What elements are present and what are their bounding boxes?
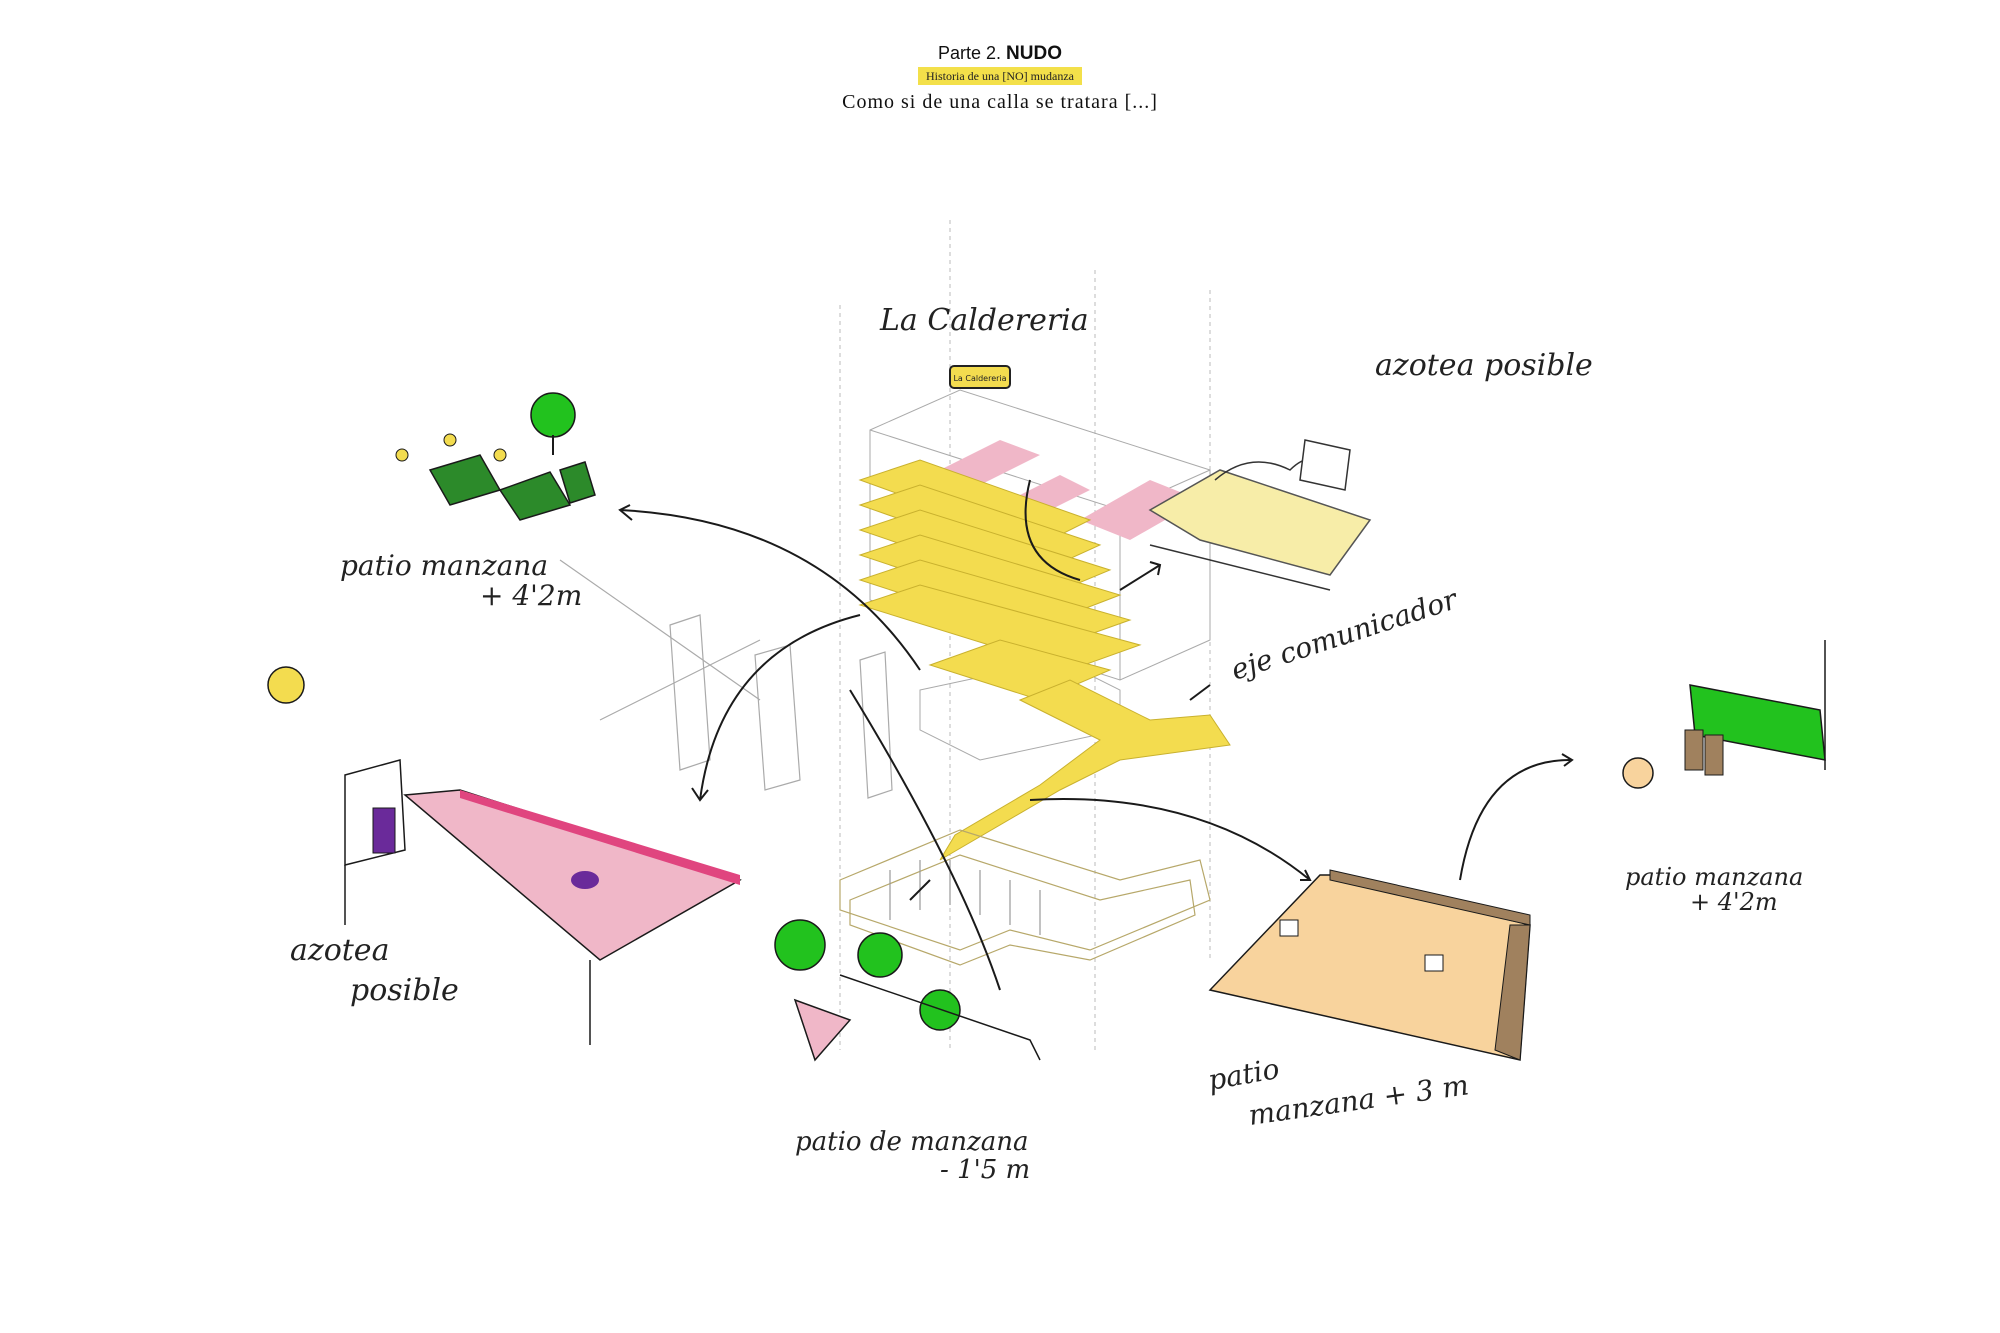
sign-text: La Caldereria [953,374,1006,383]
subtitle: Como si de una calla se tratara [...] [842,91,1158,113]
patio-bottom-illustration [774,919,1041,1062]
guide-lines [839,220,1211,1050]
yellow-floor-plates [858,459,1231,861]
label-rooftop-left-1: azotea [290,933,389,968]
rooftop-left-illustration [267,666,742,1045]
label-rooftop-left-2: posible [350,973,459,1008]
label-rooftop-right: azotea posible [1375,348,1593,383]
label-building-name: La Caldereria [879,303,1089,338]
ghost-towers [559,559,893,799]
label-patio-bottom-2: - 1'5 m [940,1155,1030,1185]
part-heading: Parte 2. NUDO [0,42,2000,65]
label-patio-bottom-right-1: patio [1205,1052,1281,1097]
title-block: Parte 2. NUDO Historia de una [NO] mudan… [0,42,2000,114]
part-prefix: Parte 2. [937,43,1002,63]
label-patio-top-left-1: patio manzana [340,549,548,582]
patio-bottom-right-illustration [1208,869,1531,1061]
caldereria-sign: La Caldereria [949,365,1011,389]
sun-icon [267,666,305,704]
label-patio-top-left-2: + 4'2m [480,579,582,612]
story-badge: Historia de una [NO] mudanza [918,67,1082,85]
building-base [839,829,1211,966]
flow-arrows [618,479,1574,991]
label-axis: eje comunicador [1227,582,1463,687]
patio-right-illustration [1622,640,1826,789]
label-patio-bottom-1: patio de manzana [795,1127,1028,1157]
patio-top-left-illustration [395,392,596,521]
part-title: NUDO [1006,43,1062,64]
rooftop-right-platform [1148,439,1372,591]
label-patio-right-2: + 4'2m [1690,888,1778,916]
label-patio-right-1: patio manzana [1625,863,1803,891]
axis-corridor [939,679,1231,861]
roof-pink-3 [1080,480,1200,540]
roof-pink-1 [940,440,1040,485]
